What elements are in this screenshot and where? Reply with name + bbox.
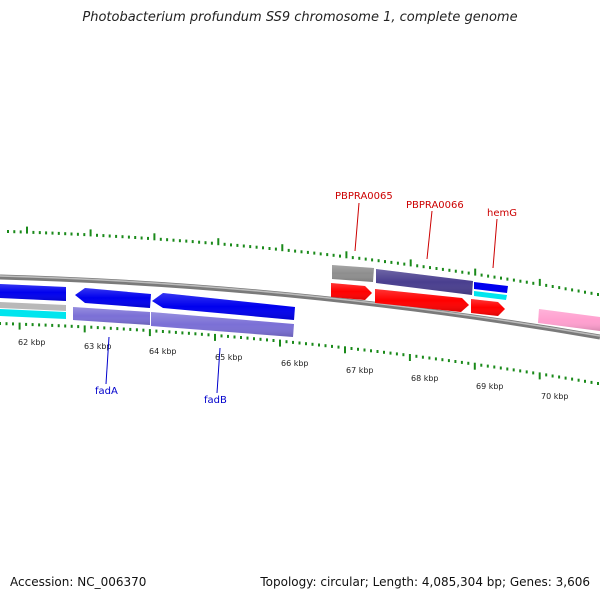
gene-label-fadB[interactable]: fadB	[204, 395, 227, 406]
scale-label-69kbp: 69 kbp	[476, 382, 504, 391]
scale-label-67kbp: 67 kbp	[346, 366, 374, 375]
map-title: Photobacterium profundum SS9 chromosome …	[82, 10, 518, 25]
gene-feature-gray[interactable]	[0, 302, 66, 311]
outer-tick-ring	[7, 226, 599, 296]
scale-label-68kbp: 68 kbp	[411, 374, 439, 383]
gene-feature-cyan[interactable]	[0, 309, 66, 319]
inner-tick-ring	[0, 322, 599, 385]
scale-label-64kbp: 64 kbp	[149, 347, 177, 356]
gene-label-fadA[interactable]: fadA	[95, 386, 118, 397]
scale-labels: 62 kbp 63 kbp 64 kbp 65 kbp 66 kbp 67 kb…	[18, 338, 569, 401]
scale-label-65kbp: 65 kbp	[215, 353, 243, 362]
gene-label-leaders	[105, 202, 498, 394]
gene-label-PBPRA0065[interactable]: PBPRA0065	[335, 191, 393, 202]
feature-shading	[0, 265, 600, 337]
scale-label-66kbp: 66 kbp	[281, 359, 309, 368]
chromosome-backbone	[0, 274, 600, 340]
gene-label-PBPRA0066[interactable]: PBPRA0066	[406, 200, 464, 211]
gene-feature-hemG-cyan[interactable]	[474, 291, 507, 300]
gene-feature-hemG-blue[interactable]	[474, 282, 508, 293]
genome-summary-text: Topology: circular; Length: 4,085,304 bp…	[260, 575, 590, 589]
scale-label-63kbp: 63 kbp	[84, 342, 112, 351]
accession-text: Accession: NC_006370	[10, 575, 147, 589]
scale-label-62kbp: 62 kbp	[18, 338, 46, 347]
gene-labels: fadA fadB PBPRA0065 PBPRA0066 hemG	[95, 191, 517, 406]
scale-label-70kbp: 70 kbp	[541, 392, 569, 401]
gene-label-hemG[interactable]: hemG	[487, 208, 517, 219]
chromosome-backbone-highlight	[0, 275, 600, 337]
